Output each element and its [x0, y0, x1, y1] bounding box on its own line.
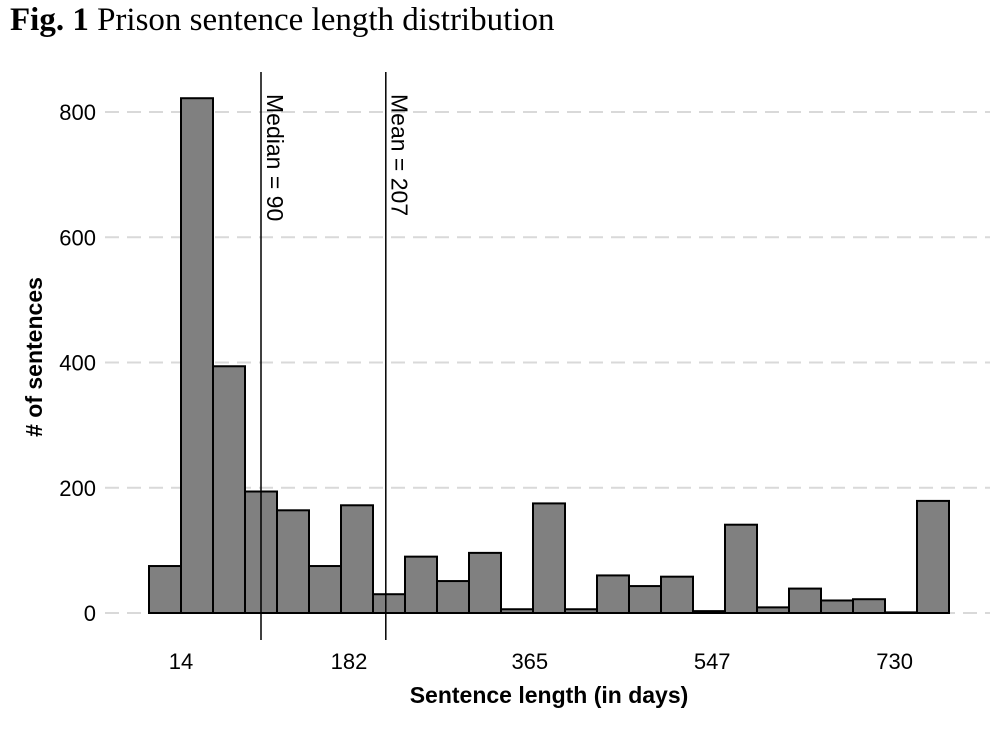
median-label: Median = 90 [262, 94, 288, 221]
histogram-bar [724, 523, 758, 614]
histogram-bar [628, 585, 662, 614]
y-tick-label: 600 [59, 225, 96, 250]
x-tick-label: 14 [169, 649, 193, 674]
histogram-bar [564, 608, 598, 614]
x-axis-title: Sentence length (in days) [410, 682, 689, 708]
y-axis-tick-labels: 0 200 400 600 800 [59, 100, 96, 626]
histogram-bar [180, 97, 214, 615]
x-tick-label: 547 [694, 649, 731, 674]
figure-label: Fig. 1 [10, 2, 89, 38]
histogram-bar [788, 587, 822, 614]
figure-title-text: Prison sentence length distribution [97, 2, 555, 38]
figure-title: Fig. 1 Prison sentence length distributi… [10, 2, 554, 39]
x-tick-label: 365 [511, 649, 548, 674]
histogram-bar [500, 608, 534, 614]
histogram-bar [692, 610, 726, 615]
histogram-bar [852, 598, 886, 614]
mean-label: Mean = 207 [387, 94, 413, 216]
histogram-bar [148, 565, 182, 614]
y-tick-label: 200 [59, 476, 96, 501]
y-tick-label: 800 [59, 100, 96, 125]
x-tick-label: 730 [876, 649, 913, 674]
histogram-bar [820, 599, 854, 614]
y-tick-label: 400 [59, 351, 96, 376]
histogram-bar [340, 504, 374, 614]
x-axis-tick-labels: 14 182 365 547 730 [169, 649, 913, 674]
histogram-bar [276, 509, 310, 615]
histogram-bar [372, 593, 406, 615]
histogram-bar [468, 551, 502, 615]
histogram-bar [436, 580, 470, 615]
histogram-bars [148, 97, 950, 615]
histogram-bar [884, 611, 918, 615]
histogram-bar [660, 575, 694, 614]
y-axis-title: # of sentences [21, 277, 47, 437]
histogram-bar [916, 499, 950, 614]
annotation-lines: Median = 90 Mean = 207 [260, 72, 413, 640]
histogram-bar [756, 606, 790, 615]
histogram-bar [404, 555, 438, 615]
histogram-bar [308, 565, 342, 614]
histogram-bar [212, 365, 246, 614]
histogram-bar [596, 574, 630, 614]
y-tick-label: 0 [84, 601, 96, 626]
x-tick-label: 182 [331, 649, 368, 674]
histogram-bar [532, 502, 566, 614]
